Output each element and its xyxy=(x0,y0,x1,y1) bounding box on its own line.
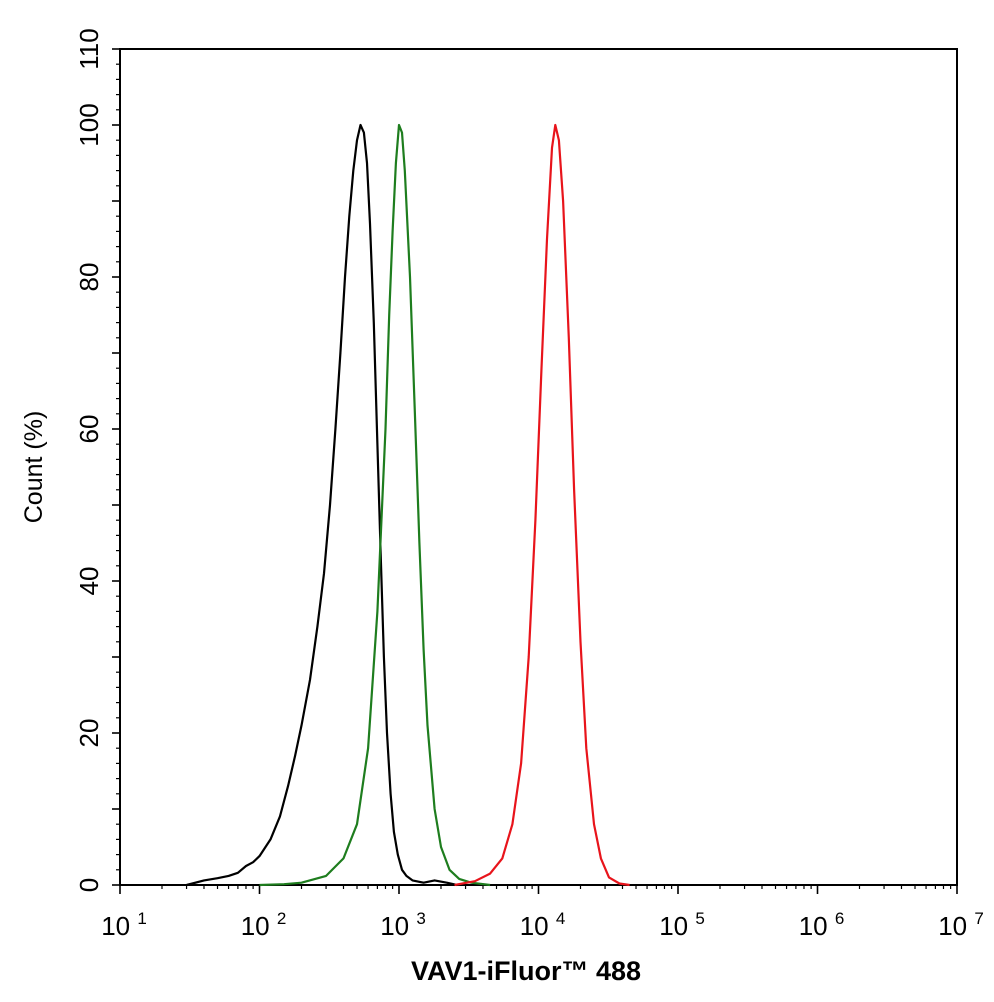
x-tick-label: 10 4 xyxy=(520,909,566,941)
x-tick-label: 10 7 xyxy=(938,909,984,941)
x-axis: 10 1 10 2 10 3 10 4 10 5 10 6 10 7 xyxy=(101,885,984,941)
series-line-1 xyxy=(186,123,458,887)
y-tick-label: 40 xyxy=(74,567,104,596)
x-tick-label: 10 1 xyxy=(101,909,147,941)
y-tick-label: 0 xyxy=(74,878,104,892)
x-tick-label: 10 6 xyxy=(799,909,845,941)
y-tick-label: 100 xyxy=(74,103,104,146)
y-tick-label: 80 xyxy=(74,263,104,292)
x-tick-label: 10 5 xyxy=(659,909,705,941)
series-layer xyxy=(186,123,630,887)
y-tick-label: 60 xyxy=(74,415,104,444)
y-tick-label: 20 xyxy=(74,719,104,748)
series-line-3 xyxy=(454,123,630,887)
x-axis-title: VAV1-iFluor™ 488 xyxy=(411,956,641,986)
y-tick-label: 110 xyxy=(74,28,104,69)
y-axis-title: Count (%) xyxy=(20,411,48,524)
y-axis: 0 20 40 60 80 100 110 xyxy=(74,28,120,892)
x-tick-label: 10 3 xyxy=(380,909,426,941)
series-line-2 xyxy=(259,123,491,887)
x-tick-label: 10 2 xyxy=(241,909,287,941)
